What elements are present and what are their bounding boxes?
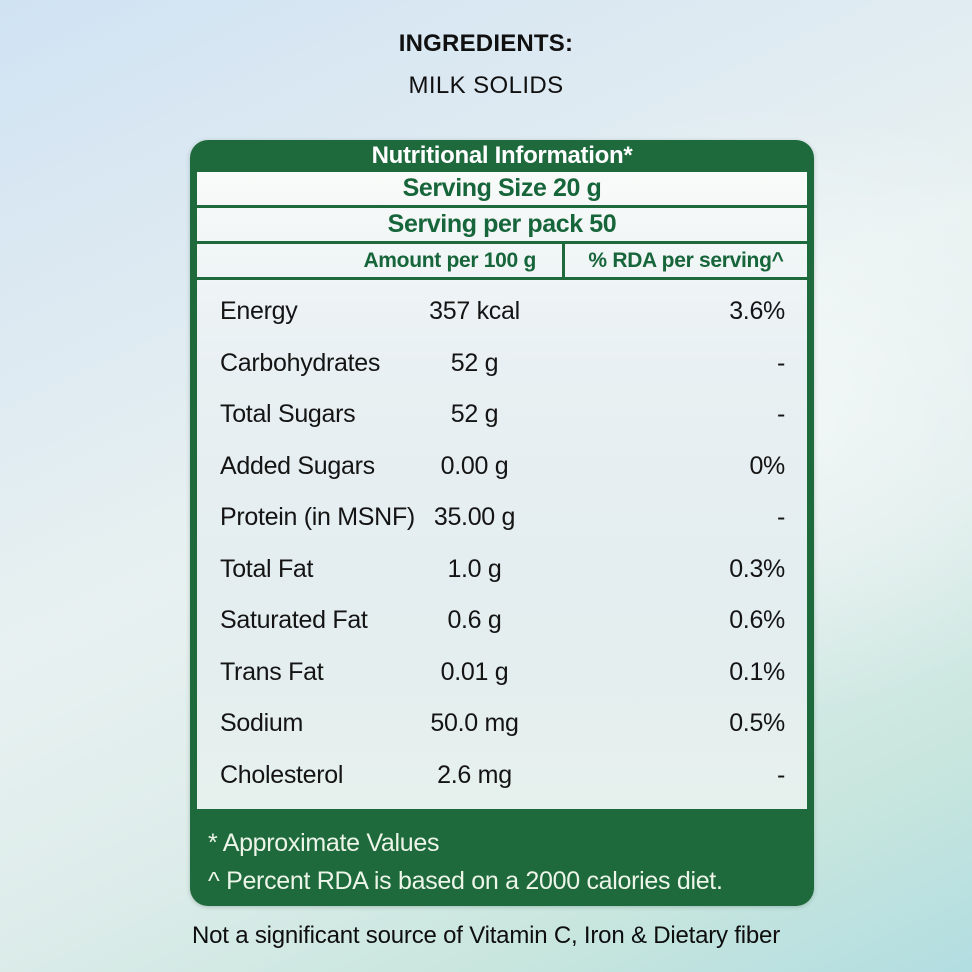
table-row: Total Fat 1.0 g 0.3% [197,544,807,596]
nutrient-amount: 52 g [450,400,499,429]
nutrient-name: Saturated Fat [220,606,368,635]
footnote-approximate-values: * Approximate Values [208,829,440,857]
nutrient-amount: 357 kcal [429,297,520,326]
nutrient-rows: Energy 357 kcal 3.6% Carbohydrates 52 g - Tota… [197,280,807,809]
table-row: Total Sugars 52 g - [197,389,807,441]
nutrient-rda: 0.5% [729,709,785,738]
nutrient-rda: 0.6% [729,606,785,635]
nutrient-amount: 50.0 mg [430,709,519,738]
nutrient-amount: 0.00 g [440,451,509,480]
nutrient-rda: - [776,348,785,377]
table-row: Energy 357 kcal 3.6% [197,286,807,338]
table-row: Added Sugars 0.00 g 0% [197,441,807,493]
nutrient-amount: 0.01 g [440,657,509,686]
nutrient-name: Trans Fat [220,657,324,686]
table-row: Sodium 50.0 mg 0.5% [197,698,807,750]
nutrient-name: Sodium [220,709,303,738]
nutrient-amount: 52 g [450,348,499,377]
ingredients-section: INGREDIENTS: MILK SOLIDS [0,30,972,100]
nutrient-rda: 0.1% [729,657,785,686]
table-panel: Serving Size 20 g Serving per pack 50 Am… [197,172,807,809]
nutrient-rda: 0.3% [729,554,785,583]
column-header-row: Amount per 100 g % RDA per serving^ [197,244,807,280]
nutrient-name: Total Fat [220,554,314,583]
ingredients-heading: INGREDIENTS: [398,30,574,57]
nutrient-rda: - [776,760,785,789]
nutrient-amount: 2.6 mg [437,760,512,789]
column-header-rda: % RDA per serving^ [588,249,784,272]
nutrient-rda: - [776,503,785,532]
ingredients-value: MILK SOLIDS [408,72,564,99]
nutrient-name: Cholesterol [220,760,344,789]
nutrient-name: Total Sugars [220,400,356,429]
serving-size-row: Serving Size 20 g [197,172,807,208]
disclaimer-text: Not a significant source of Vitamin C, I… [191,922,780,949]
nutrition-table: Nutritional Information* Serving Size 20… [190,140,814,906]
table-row: Carbohydrates 52 g - [197,338,807,390]
table-row: Cholesterol 2.6 mg - [197,750,807,802]
table-footnotes: * Approximate Values ^ Percent RDA is ba… [190,809,814,906]
nutrient-rda: 0% [749,451,785,480]
nutrient-amount: 0.6 g [447,606,502,635]
nutrient-name: Energy [220,297,298,326]
nutrient-amount: 35.00 g [433,503,516,532]
table-row: Saturated Fat 0.6 g 0.6% [197,595,807,647]
nutrient-amount: 1.0 g [447,554,502,583]
nutrient-rda: 3.6% [729,297,785,326]
nutrient-name: Added Sugars [220,451,375,480]
serving-per-pack-row: Serving per pack 50 [197,208,807,244]
column-header-amount: Amount per 100 g [197,244,565,277]
table-row: Trans Fat 0.01 g 0.1% [197,647,807,699]
nutrient-name: Protein (in MSNF) [220,503,415,532]
nutrient-name: Carbohydrates [220,348,381,377]
table-title: Nutritional Information* [371,142,633,169]
footnote-rda-basis: ^ Percent RDA is based on a 2000 calorie… [208,867,723,895]
table-row: Protein (in MSNF) 35.00 g - [197,492,807,544]
nutrient-rda: - [776,400,785,429]
